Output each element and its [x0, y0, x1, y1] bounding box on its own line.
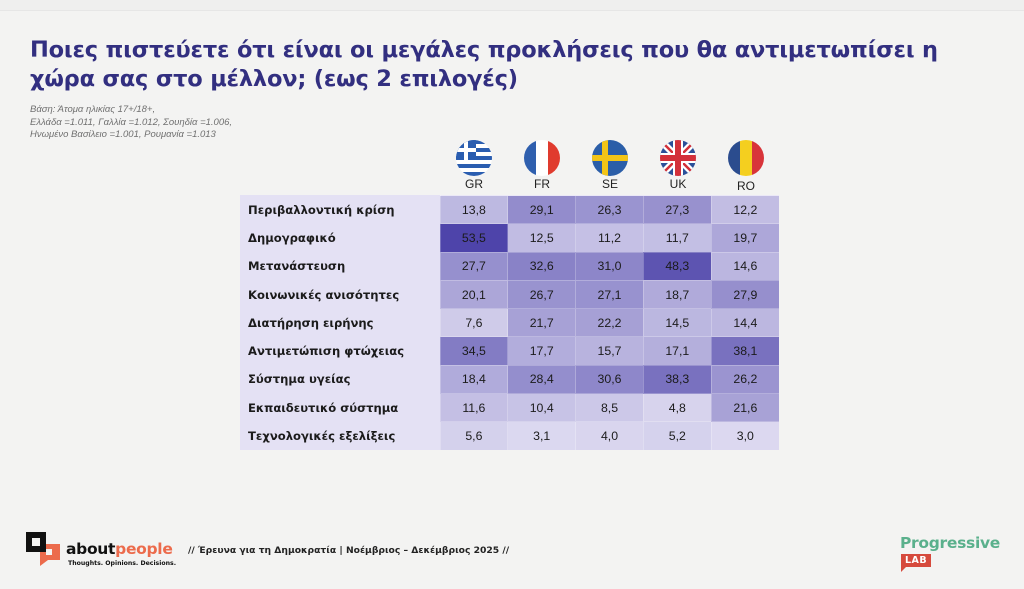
heat-cell-fr: 12,5 [507, 223, 576, 253]
column-code: GR [465, 177, 483, 191]
heat-cell-gr: 53,5 [439, 223, 508, 253]
row-label: Δημογραφικό [240, 223, 440, 253]
heat-cell-se: 8,5 [575, 393, 644, 422]
heat-cell-gr: 18,4 [439, 364, 508, 394]
column-header-se: SE [576, 140, 644, 191]
country-header: GR FR SE [440, 140, 780, 193]
heat-cell-fr: 32,6 [507, 251, 576, 281]
heat-cell-se: 26,3 [575, 194, 644, 224]
table-row: Διατήρηση ειρήνης 7,6 21,7 22,2 14,5 14,4 [240, 308, 779, 337]
column-header-ro: RO [712, 140, 780, 193]
heat-cell-ro: 21,6 [710, 393, 779, 422]
heat-cell-uk: 18,7 [642, 279, 712, 309]
heat-cell-ro: 14,6 [710, 251, 779, 281]
heat-cell-uk: 11,7 [642, 223, 712, 253]
row-label: Κοινωνικές ανισότητες [240, 280, 440, 309]
heat-cell-uk: 17,1 [642, 336, 712, 366]
heat-cell-fr: 3,1 [507, 421, 576, 451]
uk-flag-icon [660, 140, 696, 176]
heat-cell-ro: 12,2 [710, 194, 779, 224]
heat-cell-fr: 28,4 [507, 364, 576, 394]
brand-people: people [115, 540, 173, 558]
aboutpeople-wordmark: aboutpeople [66, 540, 173, 558]
survey-footer: // Έρευνα για τη Δημοκρατία | Νοέμβριος … [188, 545, 510, 556]
aboutpeople-logo-icon [26, 532, 62, 573]
table-row: Μετανάστευση 27,7 32,6 31,0 48,3 14,6 [240, 251, 779, 281]
heat-cell-gr: 27,7 [439, 251, 508, 281]
heatmap-table: Περιβαλλοντική κρίση 13,8 29,1 26,3 27,3 12,2… [240, 194, 779, 451]
heat-cell-ro: 27,9 [710, 279, 779, 309]
heat-cell-gr: 20,1 [439, 279, 508, 309]
heat-cell-gr: 7,6 [439, 308, 508, 337]
row-label: Περιβαλλοντική κρίση [240, 195, 440, 224]
heat-cell-gr: 11,6 [439, 393, 508, 422]
base-note-line: Ηνωμένο Βασίλειο =1.001, Ρουμανία =1.013 [30, 129, 216, 140]
heat-cell-gr: 34,5 [439, 336, 508, 366]
table-row: Σύστημα υγείας 18,4 28,4 30,6 38,3 26,2 [240, 364, 779, 394]
column-header-gr: GR [440, 140, 508, 191]
column-header-fr: FR [508, 140, 576, 191]
slide-title: Ποιες πιστεύετε ότι είναι οι μεγάλες προ… [30, 37, 938, 92]
heat-cell-se: 11,2 [575, 223, 644, 253]
heat-cell-uk: 38,3 [642, 364, 712, 394]
column-code: RO [737, 179, 755, 193]
table-row: Τεχνολογικές εξελίξεις 5,6 3,1 4,0 5,2 3,0 [240, 421, 779, 451]
column-code: SE [601, 177, 618, 191]
base-note-line: Βάση: Άτομα ηλικίας 17+/18+, [30, 104, 156, 115]
france-flag-icon [524, 140, 560, 176]
base-note: Βάση: Άτομα ηλικίας 17+/18+, Ελλάδα =1.0… [30, 104, 232, 142]
table-row: Δημογραφικό 53,5 12,5 11,2 11,7 19,7 [240, 223, 779, 253]
greece-flag-icon [456, 140, 492, 176]
progressive-lab-logo: Progressive LAB [900, 534, 1000, 572]
partner-lab-badge: LAB [901, 554, 932, 572]
heat-cell-se: 31,0 [575, 251, 644, 281]
base-note-line: Ελλάδα =1.011, Γαλλία =1.012, Σουηδία =1… [30, 116, 233, 128]
column-header-uk: UK [644, 140, 712, 191]
heat-cell-gr: 5,6 [439, 421, 508, 451]
partner-word: Progressive [900, 534, 1000, 552]
table-row: Κοινωνικές ανισότητες 20,1 26,7 27,1 18,7 27,… [240, 279, 779, 309]
brand-about: about [66, 540, 116, 558]
heat-cell-uk: 4,8 [642, 393, 712, 422]
heat-cell-ro: 26,2 [710, 364, 779, 394]
heat-cell-se: 27,1 [575, 279, 644, 309]
table-row: Περιβαλλοντική κρίση 13,8 29,1 26,3 27,3 12,2 [240, 194, 779, 224]
heat-cell-fr: 17,7 [507, 336, 576, 366]
heat-cell-uk: 5,2 [642, 421, 712, 451]
row-label: Διατήρηση ειρήνης [240, 308, 440, 337]
heat-cell-fr: 10,4 [507, 393, 576, 422]
row-label: Μετανάστευση [240, 252, 440, 281]
sweden-flag-icon [592, 140, 628, 176]
column-code: FR [534, 177, 550, 191]
heat-cell-se: 22,2 [575, 308, 644, 337]
row-label: Σύστημα υγείας [240, 365, 440, 394]
brand-tagline: Thoughts. Opinions. Decisions. [68, 560, 177, 567]
heat-cell-uk: 14,5 [642, 308, 712, 337]
row-label: Εκπαιδευτικό σύστημα [240, 393, 440, 422]
romania-flag-icon [728, 140, 764, 176]
heat-cell-fr: 21,7 [507, 308, 576, 337]
heat-cell-ro: 19,7 [710, 223, 779, 253]
heat-cell-uk: 48,3 [642, 251, 712, 281]
heat-cell-se: 30,6 [575, 364, 644, 394]
heat-cell-se: 15,7 [575, 336, 644, 366]
heat-cell-fr: 26,7 [507, 279, 576, 309]
table-row: Αντιμετώπιση φτώχειας 34,5 17,7 15,7 17,1 38,… [240, 336, 779, 366]
top-bar [0, 0, 1024, 11]
table-row: Εκπαιδευτικό σύστημα 11,6 10,4 8,5 4,8 21,6 [240, 393, 779, 422]
heat-cell-ro: 14,4 [710, 308, 779, 337]
heat-cell-gr: 13,8 [439, 194, 508, 224]
heat-cell-fr: 29,1 [507, 194, 576, 224]
row-label: Τεχνολογικές εξελίξεις [240, 421, 440, 451]
heat-cell-ro: 3,0 [710, 421, 779, 451]
heat-cell-ro: 38,1 [710, 336, 779, 366]
row-label: Αντιμετώπιση φτώχειας [240, 336, 440, 366]
heat-cell-se: 4,0 [575, 421, 644, 451]
heat-cell-uk: 27,3 [642, 194, 712, 224]
column-code: UK [669, 177, 687, 191]
